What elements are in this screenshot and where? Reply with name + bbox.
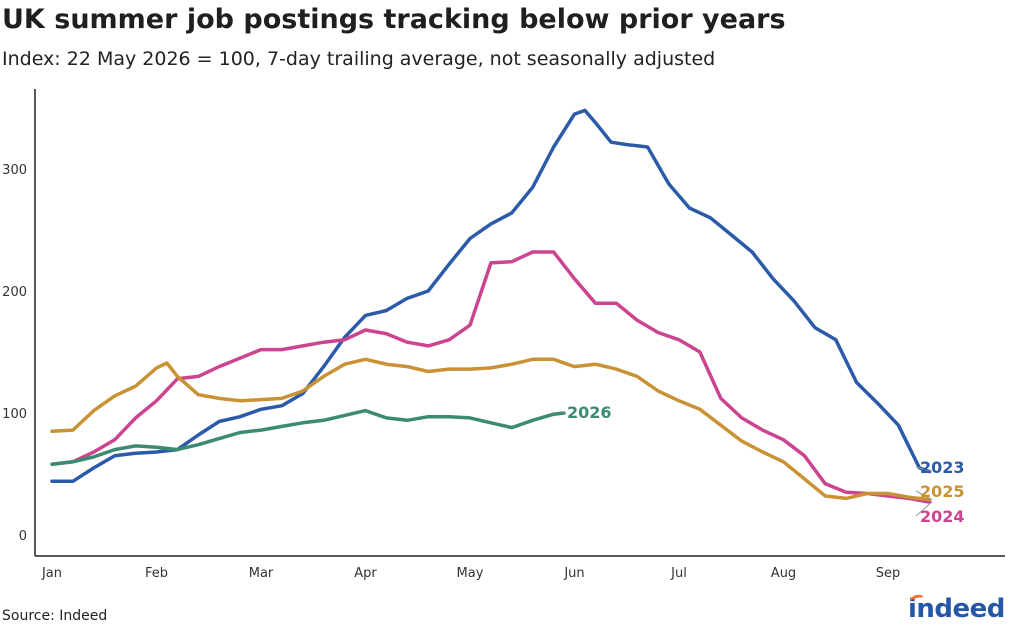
x-tick-label: Apr: [354, 566, 377, 581]
x-tick-label: Jan: [41, 566, 62, 581]
x-tick-label: Jul: [670, 566, 687, 581]
indeed-logo: indeed: [908, 593, 1005, 624]
series-end-labels: 2023 2024 2025 2026: [562, 403, 965, 526]
y-tick-label: 100: [2, 407, 27, 422]
x-tick-label: Aug: [771, 566, 796, 581]
chart-subtitle: Index: 22 May 2026 = 100, 7-day trailing…: [2, 48, 716, 70]
series-label-2024: 2024: [920, 507, 965, 526]
x-tick-label: Feb: [145, 566, 168, 581]
logo-text: indeed: [908, 594, 1005, 624]
y-tick-label: 0: [19, 529, 27, 544]
label-leader-2026: [562, 411, 567, 414]
x-tick-label: Sep: [876, 566, 901, 581]
x-tick-labels: Jan Feb Mar Apr May Jun Jul Aug Sep: [41, 566, 900, 581]
series-line-2024: [50, 250, 932, 504]
label-leader-2023: [915, 466, 932, 473]
y-tick-labels: 0 100 200 300: [2, 163, 27, 544]
label-leader-2024: [915, 501, 933, 517]
label-leader-2025: [915, 490, 933, 501]
y-tick-label: 300: [2, 163, 27, 178]
chart-title: UK summer job postings tracking below pr…: [2, 4, 786, 35]
series-label-2025: 2025: [920, 482, 965, 501]
series-label-2023: 2023: [920, 458, 965, 477]
series-label-2026: 2026: [567, 403, 612, 422]
x-tick-label: Mar: [249, 566, 274, 581]
series-line-2025: [50, 357, 932, 502]
source-note: Source: Indeed: [2, 608, 108, 624]
series-line-2023: [50, 108, 932, 484]
x-tick-label: May: [457, 566, 484, 581]
y-tick-label: 200: [2, 285, 27, 300]
series-line-2026: [50, 408, 566, 466]
series-lines: [50, 108, 932, 504]
x-tick-label: Jun: [563, 566, 584, 581]
